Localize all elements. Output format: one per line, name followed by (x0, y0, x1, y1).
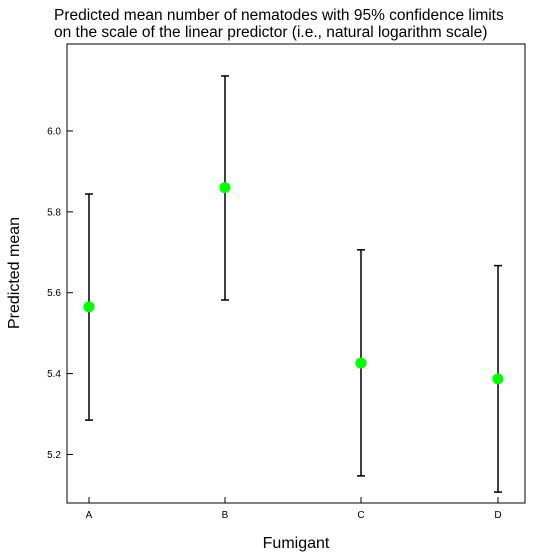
y-axis-label: Predicted mean (6, 217, 23, 329)
y-tick-label: 5.4 (47, 369, 61, 380)
y-tick-label: 6.0 (47, 126, 61, 137)
data-point (219, 182, 231, 194)
x-axis-label: Fumigant (263, 535, 330, 552)
y-tick-label: 5.6 (47, 288, 61, 299)
x-axis: A B C D (86, 497, 502, 521)
data-point (83, 301, 95, 313)
data-points (83, 182, 504, 385)
data-point (492, 373, 504, 385)
chart-title-line-1: Predicted mean number of nematodes with … (54, 7, 504, 24)
y-tick-label: 5.2 (47, 450, 61, 461)
x-tick-label: B (222, 510, 229, 521)
y-tick-label: 5.8 (47, 207, 61, 218)
x-tick-label: A (86, 510, 93, 521)
chart-title-line-2: on the scale of the linear predictor (i.… (54, 24, 487, 41)
x-tick-label: D (494, 510, 501, 521)
plot-frame (66, 43, 526, 504)
data-point (355, 357, 367, 369)
error-bars (85, 75, 502, 493)
x-tick-label: C (357, 510, 364, 521)
y-axis: 5.2 5.4 5.6 5.8 6.0 (47, 126, 73, 461)
